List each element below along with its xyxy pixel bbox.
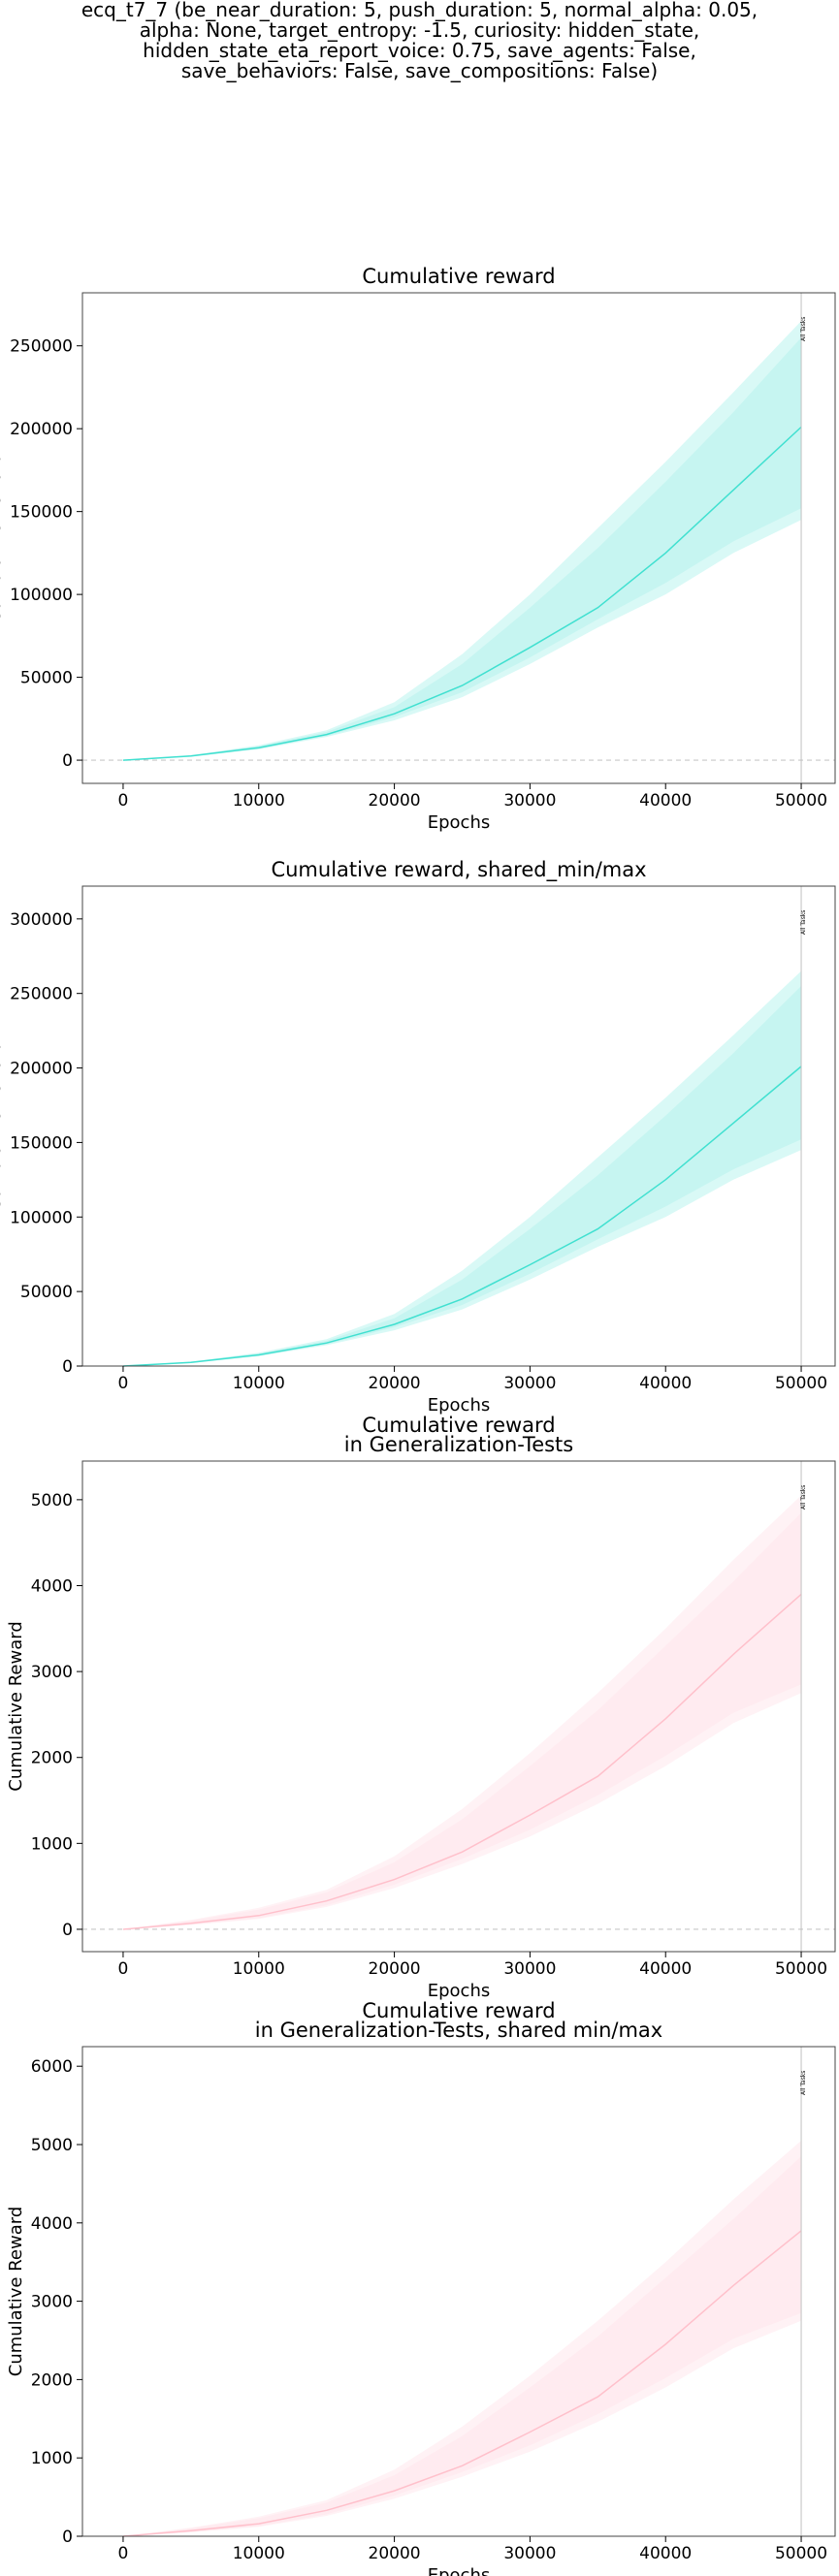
y-tick-label: 250000 [10, 985, 73, 1004]
y-tick-label: 1000 [31, 1834, 73, 1854]
series-range-band [122, 321, 801, 761]
x-tick-label: 50000 [775, 2544, 827, 2563]
y-tick-label: 200000 [10, 1060, 73, 1079]
chart-4: All Tasks 0 10000 20000 30000 40000 50000 0 1000… [6, 1999, 836, 2576]
x-tick-label: 40000 [639, 1374, 692, 1393]
y-axis-label: Cumulative Reward [0, 453, 5, 623]
chart-1: All Tasks 0 10000 20000 30000 40000 50000 0 5000… [0, 265, 836, 833]
chart-title: in Generalization-Tests [344, 1433, 573, 1456]
x-tick-label: 10000 [233, 791, 285, 811]
x-tick-label: 40000 [639, 1959, 692, 1979]
y-tick-label: 5000 [31, 2136, 73, 2155]
x-tick-label: 0 [118, 791, 129, 811]
series-range-band [122, 1495, 801, 1929]
y-tick-label: 100000 [10, 586, 73, 605]
x-tick-label: 0 [118, 1959, 129, 1979]
series-mean-line [122, 426, 802, 761]
suptitle-line: save_behaviors: False, save_compositions… [180, 59, 659, 82]
chart-title: Cumulative reward [362, 1414, 555, 1437]
figure-suptitle: ecq_t7_7 (be_near_duration: 5, push_dura… [0, 0, 839, 81]
chart-title: Cumulative reward, shared_min/max [271, 858, 646, 882]
x-tick-label: 40000 [639, 2544, 692, 2563]
x-tick-label: 40000 [639, 791, 692, 811]
y-tick-label: 0 [62, 751, 73, 771]
x-axis-label: Epochs [428, 812, 491, 833]
axes-frame [81, 1460, 836, 1953]
y-tick-label: 200000 [10, 420, 73, 439]
y-tick-label: 2000 [31, 1749, 73, 1768]
y-tick-label: 3000 [31, 2293, 73, 2312]
series-std-band [122, 986, 801, 1366]
series-std-band [122, 337, 801, 761]
all-tasks-label: All Tasks [800, 317, 807, 341]
suptitle-line: alpha: None, target_entropy: -1.5, curio… [139, 18, 700, 42]
x-axis-label: Epochs [428, 1395, 491, 1415]
series-mean-line [122, 1593, 802, 1930]
y-tick-label: 50000 [20, 669, 73, 688]
y-tick-label: 6000 [31, 2057, 73, 2077]
axes-frame [81, 2046, 836, 2537]
chart-title: in Generalization-Tests, shared min/max [255, 2019, 662, 2042]
chart-3: All Tasks 0 10000 20000 30000 40000 50000 0 1000… [6, 1414, 836, 2001]
x-tick-label: 10000 [233, 2544, 285, 2563]
suptitle-line: ecq_t7_7 (be_near_duration: 5, push_dura… [81, 0, 758, 21]
x-tick-label: 50000 [775, 791, 827, 811]
y-tick-label: 250000 [10, 337, 73, 357]
x-tick-label: 20000 [369, 791, 421, 811]
suptitle-line: hidden_state_eta_report_voice: 0.75, sav… [143, 39, 696, 62]
y-tick-label: 300000 [10, 910, 73, 930]
axes-frame [81, 292, 836, 784]
y-tick-label: 0 [62, 1921, 73, 1940]
y-tick-label: 2000 [31, 2370, 73, 2390]
axes-frame [81, 885, 836, 1367]
y-tick-label: 4000 [31, 1576, 73, 1596]
series-mean-line [122, 1065, 802, 1367]
chart-title: Cumulative reward [362, 265, 555, 288]
y-tick-label: 0 [62, 1357, 73, 1377]
chart-2: All Tasks 0 10000 20000 30000 40000 50000 0 5000… [0, 858, 836, 1415]
x-tick-label: 50000 [775, 1374, 827, 1393]
x-axis-label: Epochs [428, 2565, 491, 2576]
y-tick-label: 150000 [10, 503, 73, 523]
all-tasks-label: All Tasks [800, 2071, 807, 2095]
y-axis-label: Cumulative Reward [0, 1041, 5, 1212]
series-range-band [122, 2141, 801, 2536]
y-tick-label: 100000 [10, 1208, 73, 1227]
x-tick-label: 50000 [775, 1959, 827, 1979]
y-tick-label: 3000 [31, 1663, 73, 1682]
y-tick-label: 1000 [31, 2449, 73, 2468]
x-tick-label: 30000 [503, 791, 556, 811]
x-tick-label: 30000 [503, 1959, 556, 1979]
y-tick-label: 0 [62, 2528, 73, 2547]
y-tick-label: 5000 [31, 1491, 73, 1511]
x-tick-label: 10000 [233, 1374, 285, 1393]
all-tasks-label: All Tasks [800, 1485, 807, 1510]
x-tick-label: 30000 [503, 1374, 556, 1393]
x-tick-label: 20000 [369, 1374, 421, 1393]
x-tick-label: 20000 [369, 1959, 421, 1979]
all-tasks-label: All Tasks [800, 910, 807, 935]
series-std-band [122, 1512, 801, 1929]
x-tick-label: 10000 [233, 1959, 285, 1979]
x-tick-label: 30000 [503, 2544, 556, 2563]
series-mean-line [122, 2230, 802, 2537]
y-tick-label: 50000 [20, 1283, 73, 1302]
series-range-band [122, 970, 801, 1366]
y-tick-label: 4000 [31, 2214, 73, 2234]
x-axis-label: Epochs [428, 1981, 491, 2001]
x-tick-label: 20000 [369, 2544, 421, 2563]
chart-title: Cumulative reward [362, 1999, 555, 2022]
x-tick-label: 0 [118, 2544, 129, 2563]
y-axis-label: Cumulative Reward [6, 2207, 26, 2377]
y-tick-label: 150000 [10, 1133, 73, 1153]
series-std-band [122, 2156, 801, 2536]
y-axis-label: Cumulative Reward [6, 1621, 26, 1792]
x-tick-label: 0 [118, 1374, 129, 1393]
